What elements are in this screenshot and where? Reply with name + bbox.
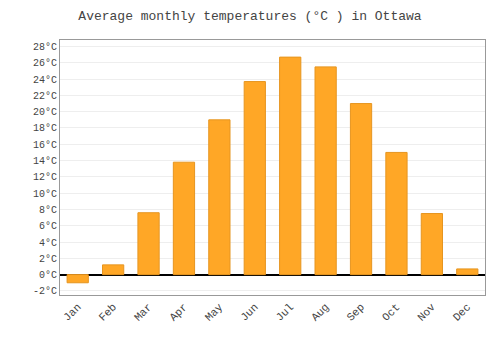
svg-text:-2°C: -2°C <box>33 286 57 297</box>
svg-text:26°C: 26°C <box>33 58 57 69</box>
svg-text:20°C: 20°C <box>33 107 57 118</box>
svg-text:6°C: 6°C <box>39 221 57 232</box>
svg-text:8°C: 8°C <box>39 205 57 216</box>
svg-text:May: May <box>203 301 226 324</box>
svg-text:Mar: Mar <box>132 301 154 323</box>
svg-text:Jun: Jun <box>238 301 260 323</box>
svg-text:22°C: 22°C <box>33 91 57 102</box>
svg-text:Sep: Sep <box>345 301 367 323</box>
svg-text:24°C: 24°C <box>33 75 57 86</box>
svg-text:Apr: Apr <box>167 301 189 323</box>
svg-text:14°C: 14°C <box>33 156 57 167</box>
svg-text:12°C: 12°C <box>33 172 57 183</box>
svg-text:Dec: Dec <box>451 301 473 323</box>
svg-text:Jan: Jan <box>61 301 83 323</box>
svg-text:Feb: Feb <box>97 301 119 323</box>
svg-text:Aug: Aug <box>309 301 331 323</box>
svg-text:28°C: 28°C <box>33 42 57 53</box>
svg-text:Nov: Nov <box>415 301 438 324</box>
svg-text:10°C: 10°C <box>33 189 57 200</box>
svg-text:16°C: 16°C <box>33 140 57 151</box>
svg-text:4°C: 4°C <box>39 238 57 249</box>
svg-text:Jul: Jul <box>274 301 296 323</box>
svg-text:Oct: Oct <box>380 301 402 323</box>
svg-text:0°C: 0°C <box>39 270 57 281</box>
svg-text:2°C: 2°C <box>39 254 57 265</box>
svg-text:18°C: 18°C <box>33 123 57 134</box>
svg-text:Average monthly temperatures (: Average monthly temperatures (°C ) in Ot… <box>78 9 421 24</box>
